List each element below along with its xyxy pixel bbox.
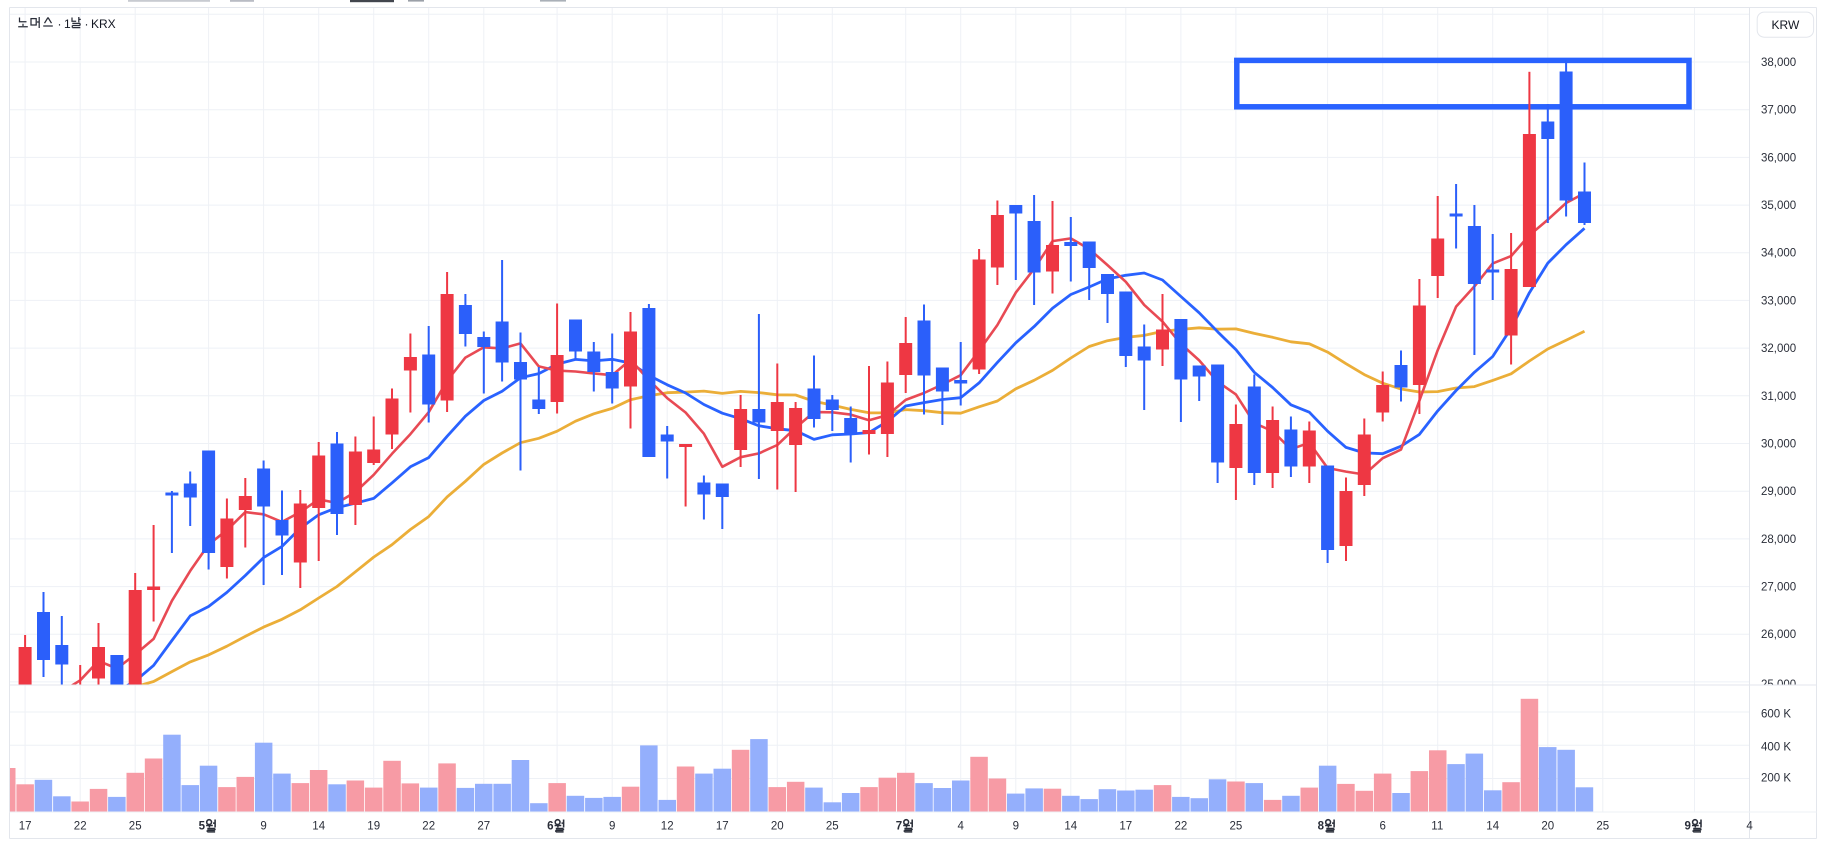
svg-text:4: 4: [1746, 821, 1753, 833]
svg-text:17: 17: [716, 821, 729, 833]
svg-text:31,000: 31,000: [1761, 391, 1796, 403]
svg-text:5: 5: [199, 821, 206, 833]
svg-text:26,000: 26,000: [1761, 629, 1796, 641]
svg-text:11: 11: [1431, 821, 1443, 833]
svg-text:4: 4: [958, 821, 965, 833]
svg-text:38,000: 38,000: [1761, 57, 1796, 69]
svg-text:20: 20: [771, 821, 784, 833]
svg-text:29,000: 29,000: [1761, 486, 1796, 498]
svg-text:32,000: 32,000: [1761, 343, 1796, 355]
svg-text:14: 14: [1064, 821, 1077, 833]
svg-text:600 K: 600 K: [1761, 709, 1791, 721]
svg-text:30,000: 30,000: [1761, 439, 1796, 451]
svg-text:35,000: 35,000: [1761, 200, 1796, 212]
svg-text:17: 17: [1119, 821, 1132, 833]
svg-text:6: 6: [1380, 821, 1386, 833]
svg-text:·: ·: [85, 17, 89, 31]
svg-text:22: 22: [74, 821, 87, 833]
svg-text:·: ·: [58, 17, 62, 31]
svg-text:25: 25: [129, 821, 142, 833]
svg-text:27,000: 27,000: [1761, 582, 1796, 594]
svg-text:17: 17: [19, 821, 32, 833]
svg-text:22: 22: [1175, 821, 1188, 833]
svg-text:8: 8: [1318, 821, 1325, 833]
svg-text:9: 9: [1013, 821, 1019, 833]
svg-text:7: 7: [896, 821, 902, 833]
svg-text:12: 12: [661, 821, 674, 833]
svg-text:25: 25: [1230, 821, 1243, 833]
svg-text:22: 22: [422, 821, 435, 833]
svg-text:9: 9: [260, 821, 266, 833]
svg-text:25,000: 25,000: [1761, 679, 1796, 691]
svg-text:400 K: 400 K: [1761, 741, 1791, 753]
svg-text:33,000: 33,000: [1761, 295, 1796, 307]
svg-text:36,000: 36,000: [1761, 152, 1796, 164]
svg-text:KRW: KRW: [1772, 18, 1800, 32]
svg-text:27: 27: [477, 821, 490, 833]
svg-text:6: 6: [547, 821, 553, 833]
svg-text:25: 25: [826, 821, 839, 833]
svg-text:9: 9: [609, 821, 615, 833]
svg-text:14: 14: [312, 821, 325, 833]
svg-text:28,000: 28,000: [1761, 534, 1796, 546]
svg-text:200 K: 200 K: [1761, 772, 1791, 784]
svg-text:14: 14: [1486, 821, 1499, 833]
svg-text:25: 25: [1596, 821, 1609, 833]
svg-text:20: 20: [1541, 821, 1554, 833]
svg-text:1: 1: [64, 17, 71, 31]
svg-text:37,000: 37,000: [1761, 105, 1796, 117]
svg-text:KRX: KRX: [91, 17, 116, 31]
svg-text:9: 9: [1685, 821, 1691, 833]
svg-text:34,000: 34,000: [1761, 248, 1796, 260]
svg-text:19: 19: [367, 821, 380, 833]
